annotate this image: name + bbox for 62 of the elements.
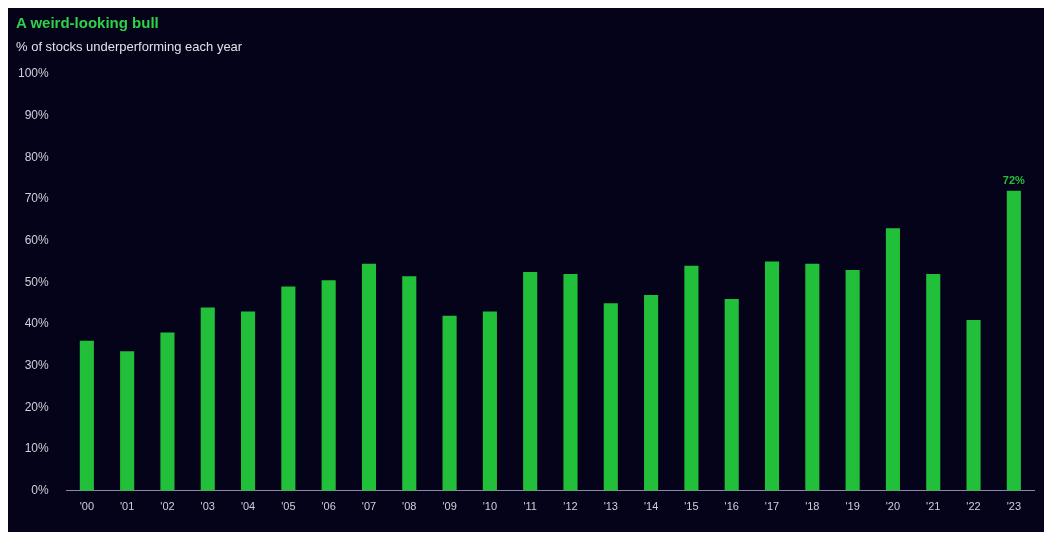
bar bbox=[885, 228, 900, 491]
x-tick-label: '02 bbox=[160, 500, 175, 513]
bar bbox=[79, 340, 94, 491]
y-tick-label: 90% bbox=[24, 107, 50, 122]
y-tick-label: 10% bbox=[24, 441, 50, 456]
bar bbox=[361, 263, 377, 491]
bar bbox=[764, 261, 780, 491]
y-tick-label: 100% bbox=[17, 66, 50, 81]
x-tick-label: '21 bbox=[926, 500, 941, 513]
bar bbox=[845, 269, 860, 491]
bar bbox=[281, 286, 296, 491]
bar bbox=[724, 299, 739, 491]
x-tick-label: '15 bbox=[684, 500, 699, 513]
x-tick-label: '23 bbox=[1006, 500, 1022, 513]
y-tick-label: 70% bbox=[24, 191, 50, 206]
x-tick-label: '07 bbox=[361, 500, 377, 513]
bar bbox=[442, 315, 457, 491]
y-tick-label: 40% bbox=[24, 316, 50, 331]
x-tick-label: '00 bbox=[79, 500, 95, 513]
y-tick-label: 80% bbox=[24, 149, 50, 164]
bar bbox=[926, 274, 941, 491]
x-tick-label: '11 bbox=[523, 500, 537, 513]
bar bbox=[160, 332, 175, 491]
x-tick-label: '20 bbox=[885, 500, 901, 513]
y-tick-label: 60% bbox=[24, 233, 50, 248]
x-tick-label: '19 bbox=[845, 500, 860, 513]
x-tick-label: '08 bbox=[402, 500, 417, 513]
x-tick-label: '18 bbox=[805, 500, 820, 513]
bar bbox=[402, 276, 417, 491]
bar bbox=[684, 265, 699, 491]
x-tick-label: '05 bbox=[281, 500, 296, 513]
x-tick-label: '01 bbox=[119, 500, 135, 513]
y-tick-label: 20% bbox=[24, 399, 50, 414]
bar bbox=[563, 274, 578, 491]
chart-subtitle: % of stocks underperforming each year bbox=[15, 38, 244, 54]
x-tick-label: '13 bbox=[603, 500, 618, 513]
bar bbox=[603, 303, 618, 491]
bar bbox=[966, 319, 981, 491]
x-tick-label: '09 bbox=[442, 500, 457, 513]
bar bbox=[644, 294, 659, 491]
x-tick-label: '04 bbox=[240, 500, 256, 513]
x-tick-label: '12 bbox=[563, 500, 578, 513]
x-tick-label: '22 bbox=[966, 500, 981, 513]
x-tick-label: '10 bbox=[482, 500, 498, 513]
bar bbox=[805, 263, 820, 491]
y-tick-label: 0% bbox=[31, 483, 50, 498]
bar bbox=[1006, 190, 1021, 491]
bar bbox=[120, 351, 135, 491]
bar bbox=[200, 307, 215, 491]
x-tick-label: '03 bbox=[200, 500, 215, 513]
bar bbox=[241, 311, 256, 491]
x-tick-label: '06 bbox=[321, 500, 336, 513]
x-tick-label: '17 bbox=[764, 500, 780, 513]
bar bbox=[523, 271, 538, 491]
x-tick-label: '16 bbox=[724, 500, 739, 513]
bar bbox=[482, 311, 497, 491]
bar bbox=[321, 280, 336, 491]
data-label: 72% bbox=[1002, 174, 1026, 187]
y-tick-label: 50% bbox=[24, 274, 50, 289]
x-tick-label: '14 bbox=[643, 500, 659, 513]
chart-title: A weird-looking bull bbox=[15, 14, 160, 31]
y-tick-label: 30% bbox=[24, 358, 50, 373]
